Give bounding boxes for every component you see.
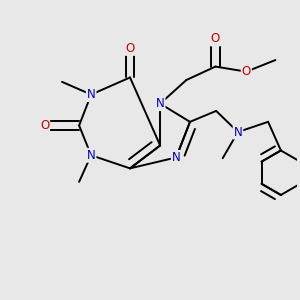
Text: N: N <box>234 125 242 139</box>
Text: O: O <box>40 119 49 132</box>
Text: N: N <box>87 88 95 101</box>
Text: N: N <box>156 97 165 110</box>
Text: N: N <box>87 149 95 162</box>
Text: O: O <box>211 32 220 45</box>
Text: O: O <box>125 42 135 55</box>
Text: N: N <box>172 151 181 164</box>
Text: O: O <box>242 65 251 78</box>
